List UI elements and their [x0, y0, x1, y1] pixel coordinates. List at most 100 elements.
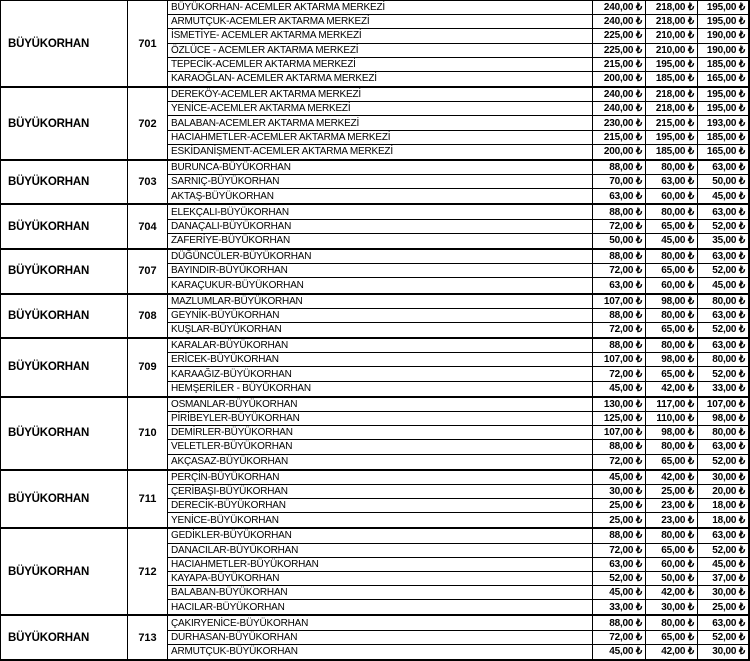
route-group: BÜYÜKORHAN 708 MAZLUMLAR-BÜYÜKORHAN 107,00 …: [1, 294, 748, 340]
route-name: DEMİRLER-BÜYÜKORHAN: [168, 426, 593, 441]
fare-value: 185,00 ₺: [698, 131, 748, 145]
fare-value: 45,00 ₺: [593, 470, 646, 485]
fare-value: 165,00 ₺: [706, 146, 745, 158]
fare-value: 195,00 ₺: [698, 1, 748, 16]
route-number: 707: [128, 250, 168, 293]
route-name: MAZLUMLAR-BÜYÜKORHAN: [168, 294, 593, 309]
fare-value: 63,00 ₺: [593, 557, 646, 572]
fare-value: 33,00 ₺: [593, 600, 646, 615]
fare-value: 210,00 ₺: [646, 29, 698, 44]
fare-value: 45,00 ₺: [593, 381, 646, 396]
fare-value: 25,00 ₺: [593, 513, 646, 528]
fare-value: 130,00 ₺: [593, 397, 646, 412]
fare-value: 80,00 ₺: [698, 295, 748, 309]
fare-value: 240,00 ₺: [593, 15, 646, 30]
fare-value: 52,00 ₺: [698, 544, 748, 558]
route-name: KARAOĞLAN- ACEMLER AKTARMA MERKEZİ: [168, 71, 593, 87]
fare-value: 80,00 ₺: [646, 250, 698, 265]
fare-value: 72,00 ₺: [593, 322, 646, 338]
fare-value: 45,00 ₺: [712, 279, 745, 291]
fare-value: 42,00 ₺: [646, 470, 698, 485]
route-name: ARMUTÇUK-ACEMLER AKTARMA MERKEZİ: [168, 15, 593, 30]
fare-value: 63,00 ₺: [698, 616, 748, 631]
fare-value: 65,00 ₺: [646, 367, 698, 382]
fare-value: 230,00 ₺: [593, 116, 646, 131]
route-name: DÜĞÜNCÜLER-BÜYÜKORHAN: [168, 250, 593, 265]
route-name: DANACILAR-BÜYÜKORHAN: [168, 543, 593, 558]
route-name: ÇERİBAŞI-BÜYÜKORHAN: [168, 484, 593, 500]
route-name: ERİCEK-BÜYÜKORHAN: [168, 353, 593, 368]
route-name: BALABAN-ACEMLER AKTARMA MERKEZİ: [168, 116, 593, 131]
fare-value: 80,00 ₺: [698, 353, 748, 368]
route-group: BÜYÜKORHAN 712 GEDİKLER-BÜYÜKORHAN 88,00 ₺ 8…: [1, 529, 748, 617]
fare-value: 45,00 ₺: [698, 558, 748, 572]
fare-value: 18,00 ₺: [712, 514, 745, 526]
route-name: BÜYÜKORHAN- ACEMLER AKTARMA MERKEZİ: [168, 1, 593, 16]
route-number: 708: [128, 294, 168, 338]
fare-value: 65,00 ₺: [646, 322, 698, 338]
fare-value: 52,00 ₺: [698, 631, 748, 645]
fare-value: 98,00 ₺: [646, 294, 698, 309]
fare-value: 65,00 ₺: [646, 630, 698, 645]
route-name: ELEKÇALI-BÜYÜKORHAN: [168, 205, 593, 220]
region-label: BÜYÜKORHAN: [1, 529, 128, 615]
route-name: ÇAKIRYENİCE-BÜYÜKORHAN: [168, 616, 593, 631]
fare-value: 63,00 ₺: [593, 278, 646, 293]
fare-value: 80,00 ₺: [646, 616, 698, 631]
route-name: OSMANLAR-BÜYÜKORHAN: [168, 397, 593, 412]
region-label: BÜYÜKORHAN: [1, 470, 128, 528]
route-name: DURHASAN-BÜYÜKORHAN: [168, 630, 593, 645]
route-name: HACILAR-BÜYÜKORHAN: [168, 600, 593, 615]
route-group: BÜYÜKORHAN 710 OSMANLAR-BÜYÜKORHAN 130,00 ₺…: [1, 397, 748, 471]
route-name: DANAÇALI-BÜYÜKORHAN: [168, 219, 593, 234]
fare-value: 52,00 ₺: [698, 220, 748, 234]
region-label: BÜYÜKORHAN: [1, 294, 128, 338]
fare-value: 185,00 ₺: [698, 58, 748, 72]
fare-value: 63,00 ₺: [698, 161, 748, 176]
fare-value: 80,00 ₺: [698, 426, 748, 441]
fare-value: 63,00 ₺: [698, 529, 748, 544]
route-name: HACIAHMETLER-ACEMLER AKTARMA MERKEZİ: [168, 130, 593, 145]
fare-value: 125,00 ₺: [593, 411, 646, 427]
route-number: 711: [128, 470, 168, 528]
fare-value: 195,00 ₺: [698, 88, 748, 103]
fare-value: 107,00 ₺: [593, 294, 646, 309]
fare-value: 63,00 ₺: [698, 440, 748, 455]
fare-value: 72,00 ₺: [593, 630, 646, 645]
fare-value: 240,00 ₺: [593, 88, 646, 103]
fare-value: 60,00 ₺: [646, 557, 698, 572]
fare-value: 23,00 ₺: [646, 513, 698, 528]
fare-value: 195,00 ₺: [698, 102, 748, 117]
fare-value: 88,00 ₺: [593, 160, 646, 176]
route-group: BÜYÜKORHAN 701 BÜYÜKORHAN- ACEMLER AKTARMA…: [1, 1, 748, 89]
fare-value: 72,00 ₺: [593, 219, 646, 234]
fare-value: 72,00 ₺: [593, 367, 646, 382]
fare-value: 42,00 ₺: [646, 381, 698, 396]
route-name: İSMETİYE- ACEMLER AKTARMA MERKEZİ: [168, 29, 593, 44]
fare-value: 50,00 ₺: [698, 175, 748, 190]
fare-value: 218,00 ₺: [646, 102, 698, 117]
region-label: BÜYÜKORHAN: [1, 397, 128, 469]
fare-value: 30,00 ₺: [593, 484, 646, 500]
fare-value: 42,00 ₺: [646, 586, 698, 601]
region-label: BÜYÜKORHAN: [1, 1, 128, 87]
fare-value: 63,00 ₺: [698, 309, 748, 323]
fare-value: 165,00 ₺: [706, 73, 745, 85]
fare-value: 240,00 ₺: [593, 1, 646, 16]
fare-value: 218,00 ₺: [646, 88, 698, 103]
fare-value: 195,00 ₺: [698, 15, 748, 30]
fare-value: 33,00 ₺: [712, 383, 745, 395]
fare-value: 63,00 ₺: [698, 205, 748, 220]
fare-value: 200,00 ₺: [593, 71, 646, 87]
fare-value: 60,00 ₺: [646, 189, 698, 204]
fare-value: 60,00 ₺: [646, 278, 698, 293]
route-name: BURUNCA-BÜYÜKORHAN: [168, 160, 593, 176]
route-group: BÜYÜKORHAN 702 DEREKÖY-ACEMLER AKTARMA MER…: [1, 88, 748, 161]
fare-value: 98,00 ₺: [698, 412, 748, 427]
route-name: PERÇİN-BÜYÜKORHAN: [168, 470, 593, 485]
fare-value: 98,00 ₺: [646, 353, 698, 368]
fare-value: 195,00 ₺: [646, 130, 698, 145]
fare-value: 52,00 ₺: [698, 367, 748, 382]
route-name: KUŞLAR-BÜYÜKORHAN: [168, 322, 593, 338]
fare-value: 225,00 ₺: [593, 43, 646, 58]
